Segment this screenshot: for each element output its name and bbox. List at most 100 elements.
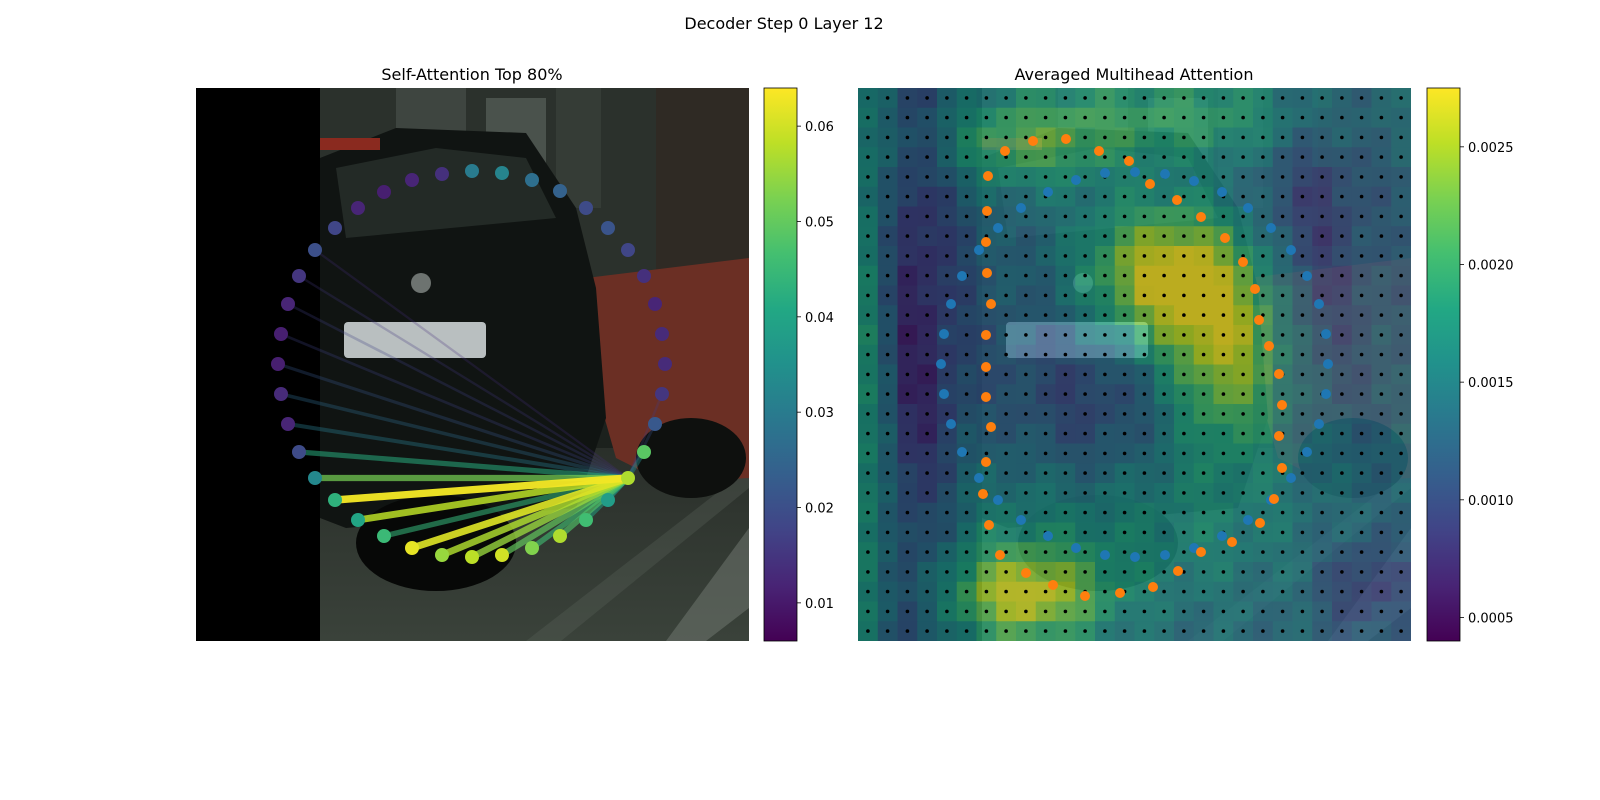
grid-dot <box>1359 491 1364 495</box>
grid-dot <box>1280 530 1285 535</box>
grid-dot <box>1340 96 1344 100</box>
grid-dot <box>1379 451 1384 456</box>
query-point <box>655 387 669 401</box>
grid-dot <box>1142 510 1147 515</box>
grid-dot <box>885 412 890 416</box>
grid-dot <box>1004 214 1008 219</box>
grid-dot <box>866 392 870 396</box>
grid-dot <box>1201 589 1206 594</box>
grid-dot <box>1261 96 1265 100</box>
grid-dot <box>1182 629 1186 633</box>
grid-dot <box>925 412 929 416</box>
grid-dot <box>1241 115 1245 120</box>
grid-dot <box>1142 629 1147 633</box>
grid-dot <box>1379 234 1384 238</box>
grid-dot <box>1162 214 1166 219</box>
grid-dot <box>1043 471 1048 475</box>
grid-dot <box>1241 431 1245 436</box>
grid-dot <box>866 491 870 495</box>
grid-dot <box>1261 491 1265 495</box>
grid-dot <box>1142 175 1147 179</box>
grid-dot <box>1063 293 1068 298</box>
grid-dot <box>1103 254 1107 258</box>
grid-dot <box>925 214 929 219</box>
orange-point <box>1269 494 1279 504</box>
grid-dot <box>1300 352 1305 357</box>
grid-dot <box>925 254 929 258</box>
grid-dot <box>866 412 870 416</box>
grid-dot <box>1320 155 1324 159</box>
grid-dot <box>984 254 989 258</box>
grid-dot <box>1122 214 1127 219</box>
grid-dot <box>1359 115 1364 120</box>
grid-dot <box>1083 510 1087 515</box>
grid-dot <box>964 431 969 436</box>
query-point <box>405 541 419 555</box>
grid-dot <box>1122 254 1127 258</box>
grid-dot <box>1162 412 1166 416</box>
grid-dot <box>1359 234 1364 238</box>
grid-dot <box>1043 214 1048 219</box>
query-point <box>601 221 615 235</box>
grid-dot <box>1063 254 1068 258</box>
grid-dot <box>1241 135 1245 140</box>
grid-dot <box>1122 491 1127 495</box>
query-point <box>308 471 322 485</box>
grid-dot <box>1379 570 1384 574</box>
grid-dot <box>905 372 910 377</box>
grid-dot <box>925 609 929 614</box>
grid-dot <box>1122 609 1127 614</box>
grid-dot <box>1201 333 1206 337</box>
grid-dot <box>1083 175 1087 179</box>
grid-dot <box>925 273 929 278</box>
query-point <box>648 297 662 311</box>
grid-dot <box>1221 431 1226 436</box>
grid-dot <box>1004 175 1008 179</box>
grid-dot <box>1261 194 1265 199</box>
grid-dot <box>1182 392 1186 396</box>
blue-reference-points <box>936 167 1333 562</box>
grid-dot <box>1103 451 1107 456</box>
orange-point <box>1220 233 1230 243</box>
grid-dot <box>1083 333 1087 337</box>
grid-dot <box>885 254 890 258</box>
grid-dot <box>1399 392 1403 396</box>
attention-edge <box>276 362 630 480</box>
grid-dot <box>1379 530 1384 535</box>
orange-point <box>1028 136 1038 146</box>
grid-dot <box>1063 451 1068 456</box>
grid-dot <box>1024 589 1028 594</box>
grid-dot <box>1063 431 1068 436</box>
grid-dot <box>945 194 949 199</box>
grid-dot <box>1300 530 1305 535</box>
grid-dot <box>1142 333 1147 337</box>
grid-dot <box>1300 471 1305 475</box>
grid-dot <box>1043 293 1048 298</box>
grid-dot <box>1201 471 1206 475</box>
grid-dot <box>905 431 910 436</box>
grid-dot <box>1103 431 1107 436</box>
orange-point <box>981 362 991 372</box>
grid-dot <box>885 273 890 278</box>
grid-dot <box>1359 570 1364 574</box>
grid-dot <box>1399 589 1403 594</box>
query-point <box>553 184 567 198</box>
grid-dot <box>866 135 870 140</box>
grid-dot <box>1340 372 1344 377</box>
orange-point <box>1196 547 1206 557</box>
grid-dot <box>905 273 910 278</box>
grid-dot <box>1379 589 1384 594</box>
grid-dot <box>1399 629 1403 633</box>
multihead-colorbar-ticks: 0.0005 0.0010 0.0015 0.0020 0.0025 <box>1460 141 1514 626</box>
grid-dot <box>1241 273 1245 278</box>
grid-dot <box>1320 135 1324 140</box>
grid-dot <box>1083 214 1087 219</box>
orange-point <box>1255 518 1265 528</box>
grid-dot <box>1162 372 1166 377</box>
orange-point <box>1264 341 1274 351</box>
grid-dot <box>1340 451 1344 456</box>
query-point <box>525 541 539 555</box>
orange-point <box>978 489 988 499</box>
grid-dot <box>1359 214 1364 219</box>
grid-dot <box>1399 491 1403 495</box>
